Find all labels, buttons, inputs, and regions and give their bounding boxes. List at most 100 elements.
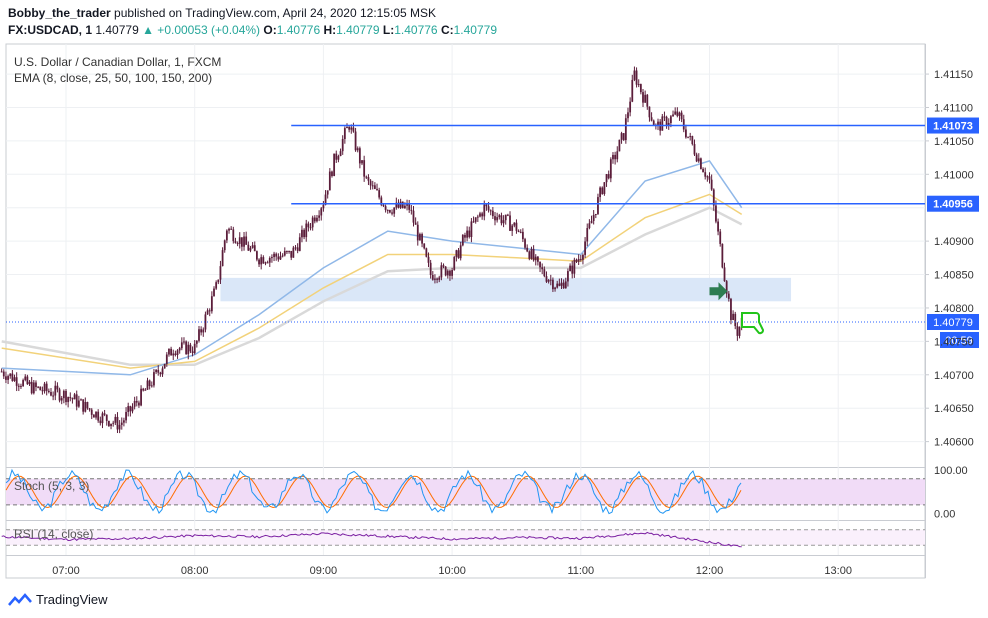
symbol-bar: FX:USDCAD, 1 1.40779 ▲ +0.00053 (+0.04%)…	[8, 23, 497, 37]
candle-body	[506, 214, 509, 216]
candle-body	[328, 171, 331, 191]
candle-body	[112, 422, 115, 424]
candle-body	[738, 326, 741, 336]
candle-body	[313, 217, 316, 222]
candle-body	[161, 368, 164, 375]
candle-body	[732, 313, 734, 321]
candle-body	[331, 171, 333, 177]
publisher-name[interactable]: Bobby_the_trader	[8, 6, 111, 20]
candle-body	[406, 203, 408, 206]
candle-body	[277, 256, 280, 260]
candle-body	[215, 282, 218, 289]
candle-body	[307, 223, 310, 228]
low-value: 1.40776	[394, 23, 438, 37]
candle-body	[71, 398, 74, 400]
candle-body	[26, 376, 29, 385]
candle-body	[172, 353, 175, 356]
tradingview-footer[interactable]: TradingView	[8, 592, 108, 607]
candle-body	[567, 271, 569, 282]
ema-mid-line	[1, 193, 743, 369]
candle-body	[528, 251, 531, 259]
candle-body	[253, 245, 256, 252]
candle-body	[208, 310, 211, 312]
candle-body	[708, 176, 711, 180]
candle-body	[369, 180, 372, 186]
time-tick-label: 07:00	[52, 565, 80, 577]
candle-body	[258, 259, 260, 265]
candle-body	[75, 394, 78, 407]
candle-body	[586, 228, 589, 242]
time-tick-label: 11:00	[567, 565, 594, 577]
candle-body	[719, 231, 722, 244]
candle-body	[434, 278, 436, 280]
candle-body	[515, 222, 518, 231]
candle-body	[594, 213, 597, 215]
candle-body	[680, 112, 683, 120]
ema-fast-line	[1, 160, 743, 376]
price-tick-label: 1.40600	[934, 437, 974, 449]
candle-body	[511, 225, 514, 231]
candle-body	[661, 116, 664, 131]
candle-body	[378, 190, 381, 198]
level-label-box	[927, 117, 979, 134]
candle-body	[0, 371, 3, 373]
candle-body	[17, 385, 20, 387]
candle-body	[457, 250, 460, 259]
candle-body	[500, 215, 503, 224]
candle-body	[356, 148, 359, 151]
candle-body	[629, 101, 632, 113]
candle-body	[268, 258, 271, 263]
candle-body	[526, 247, 529, 252]
candle-body	[200, 329, 203, 333]
candle-body	[380, 197, 383, 205]
candle-body	[157, 369, 160, 373]
last-price-label: 1.40779	[933, 317, 973, 329]
candle-body	[624, 118, 627, 141]
candle-body	[60, 398, 63, 401]
candle-body	[470, 221, 473, 238]
price-tick-label: 1.40750	[934, 336, 974, 348]
candle-body	[397, 202, 400, 208]
candle-body	[189, 344, 192, 352]
candle-body	[678, 112, 681, 116]
candle-body	[498, 215, 501, 218]
candle-body	[183, 341, 185, 343]
candle-body	[230, 228, 233, 230]
candle-body	[715, 205, 717, 222]
candle-body	[303, 229, 305, 238]
candle-body	[219, 266, 222, 280]
candle-body	[534, 256, 537, 261]
candle-body	[140, 388, 142, 406]
candle-body	[185, 341, 188, 355]
candle-body	[620, 133, 623, 140]
candle-body	[191, 351, 194, 354]
candle-body	[365, 176, 368, 178]
candle-body	[483, 204, 486, 217]
symbol[interactable]: FX:USDCAD, 1	[8, 23, 93, 37]
candle-body	[138, 402, 140, 406]
close-label: C:	[440, 23, 454, 37]
time-tick-label: 10:00	[438, 565, 466, 577]
candle-body	[571, 265, 574, 274]
candle-body	[461, 234, 464, 246]
candle-body	[178, 348, 181, 351]
candle-body	[667, 123, 670, 127]
candle-body	[228, 228, 230, 231]
candle-body	[288, 250, 290, 252]
stoch-d-line	[5, 475, 742, 509]
candle-body	[73, 394, 76, 400]
candle-body	[99, 420, 102, 424]
candle-body	[717, 221, 719, 232]
candle-body	[401, 201, 404, 208]
candle-body	[324, 194, 327, 205]
last-price: 1.40779	[95, 23, 139, 37]
candle-body	[449, 270, 451, 276]
candle-body	[279, 256, 282, 260]
candle-body	[210, 296, 213, 312]
candle-body	[5, 376, 7, 380]
candle-body	[472, 221, 475, 223]
high-label: H:	[323, 23, 337, 37]
candle-body	[251, 245, 254, 248]
candle-body	[736, 326, 739, 336]
